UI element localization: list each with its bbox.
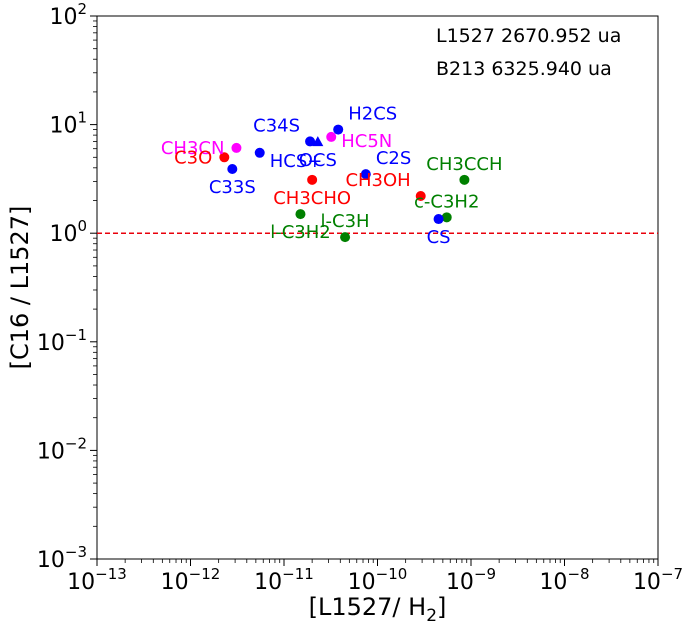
y-tick-base: 10 — [37, 548, 65, 573]
point-l-c3h2 — [295, 209, 306, 220]
point-c2s — [360, 169, 371, 180]
x-tick-base: 10 — [539, 570, 567, 595]
label-ch3cch: CH3CCH — [426, 154, 502, 175]
label-c3o: C3O — [174, 147, 212, 168]
point-c33s — [227, 164, 238, 175]
x-tick-base: 10 — [633, 570, 661, 595]
x-tick-exp: −7 — [661, 565, 683, 583]
x-tick-base: 10 — [446, 570, 474, 595]
y-tick-label: 102 — [49, 0, 87, 30]
x-tick-base: 10 — [161, 570, 189, 595]
y-tick-exp: 2 — [77, 0, 87, 18]
point-c3o — [219, 152, 230, 163]
label-c-c3h2: c-C3H2 — [414, 191, 479, 212]
point-ch3cho — [307, 174, 318, 185]
x-tick-exp: −11 — [282, 565, 314, 583]
x-tick-base: 10 — [254, 570, 282, 595]
y-axis-label: [C16 / L1527] — [6, 206, 34, 370]
y-tick-exp: −2 — [65, 434, 87, 452]
x-tick-label: 10−12 — [161, 565, 221, 595]
y-tick-label: 10−3 — [37, 543, 87, 573]
label-c2s: C2S — [376, 148, 411, 169]
y-tick-exp: 0 — [77, 217, 87, 235]
x-tick-base: 10 — [348, 570, 376, 595]
y-tick-exp: 1 — [77, 109, 87, 127]
label-c33s: C33S — [209, 177, 256, 198]
x-tick-exp: −13 — [95, 565, 127, 583]
point-ch3cn — [231, 142, 242, 153]
x-tick-exp: −9 — [474, 565, 496, 583]
x-tick-exp: −8 — [567, 565, 589, 583]
x-tick-label: 10−8 — [539, 565, 589, 595]
x-tick-label: 10−11 — [254, 565, 314, 595]
point-hcs- — [254, 147, 265, 158]
x-tick-label: 10−13 — [67, 565, 127, 595]
annotation-b213: B213 6325.940 ua — [436, 58, 612, 80]
x-tick-exp: −12 — [189, 565, 221, 583]
plot-frame — [96, 15, 659, 560]
y-tick-label: 10−1 — [37, 326, 87, 356]
label-l-c3h: l-C3H — [321, 211, 370, 232]
x-axis-label-main: [L1527/ H — [309, 593, 427, 621]
x-tick-exp: −10 — [376, 565, 408, 583]
y-tick-base: 10 — [37, 439, 65, 464]
x-tick-label: 10−9 — [446, 565, 496, 595]
y-tick-label: 100 — [49, 217, 87, 247]
point-ch3oh — [415, 191, 426, 202]
point-ch3cch — [459, 174, 470, 185]
y-tick-label: 10−2 — [37, 434, 87, 464]
y-tick-base: 10 — [49, 222, 77, 247]
y-tick-base: 10 — [49, 114, 77, 139]
x-tick-base: 10 — [67, 570, 95, 595]
point-ocs — [312, 136, 324, 147]
y-tick-base: 10 — [49, 5, 77, 30]
point-l-c3h — [340, 232, 351, 243]
label-ch3cn: CH3CN — [161, 138, 225, 159]
x-axis-label-sub: 2 — [426, 606, 437, 626]
label-cs: CS — [427, 227, 451, 248]
label-hc5n: HC5N — [341, 131, 392, 152]
x-tick-label: 10−10 — [348, 565, 408, 595]
label-ch3cho: CH3CHO — [273, 188, 351, 209]
y-tick-label: 101 — [49, 109, 87, 139]
label-c34s: C34S — [253, 115, 300, 136]
point-h2cs — [333, 124, 344, 135]
y-tick-base: 10 — [37, 331, 65, 356]
y-tick-exp: −3 — [65, 543, 87, 561]
label-hcs-: HCS+ — [270, 151, 323, 172]
annotation-l1527: L1527 2670.952 ua — [436, 25, 621, 47]
label-h2cs: H2CS — [348, 104, 397, 125]
point-hc5n — [326, 131, 337, 142]
label-ch3oh: CH3OH — [345, 170, 410, 191]
x-tick-label: 10−7 — [633, 565, 683, 595]
label-ocs: OCS — [299, 150, 337, 171]
point-c34s — [305, 136, 316, 147]
point-cs — [433, 214, 444, 225]
y-tick-exp: −1 — [65, 326, 87, 344]
x-axis-label-end: ] — [437, 593, 446, 621]
label-l-c3h2: l-C3H2 — [270, 222, 331, 243]
point-c-c3h2 — [441, 212, 452, 223]
x-axis-label: [L1527/ H2] — [309, 593, 447, 626]
